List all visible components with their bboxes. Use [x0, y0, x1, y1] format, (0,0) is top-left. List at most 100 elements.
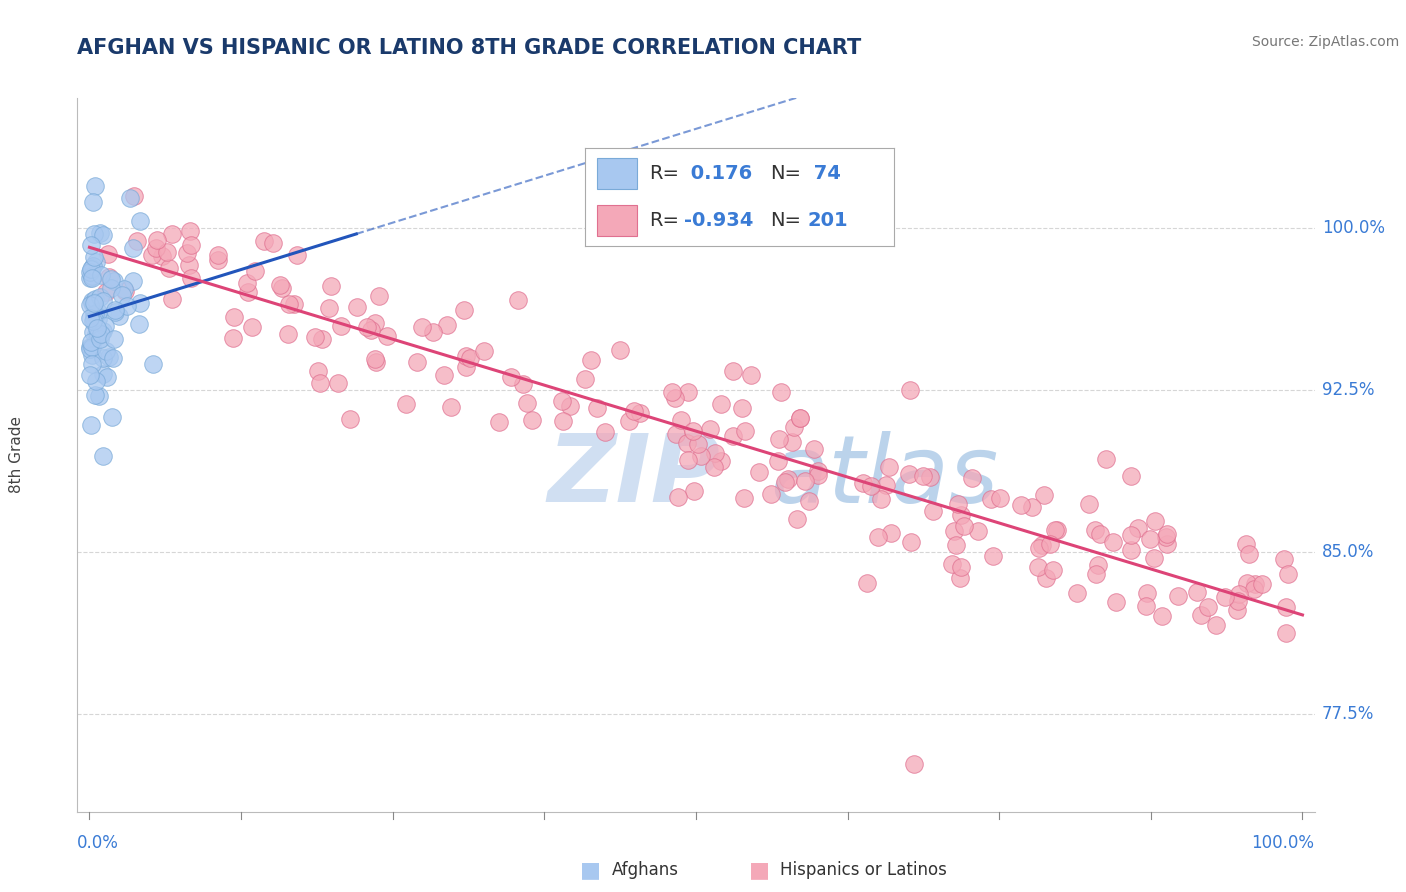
Point [1226, 603, 1249, 617]
Point [918, 470, 941, 484]
Point [339, 411, 361, 425]
Point [776, 472, 799, 486]
Point [1077, 497, 1099, 511]
Point [395, 397, 418, 411]
Point [124, 188, 146, 202]
Point [453, 302, 475, 317]
Point [699, 422, 721, 436]
Point [89, 290, 111, 304]
Point [1244, 577, 1267, 591]
Point [160, 227, 183, 241]
Point [852, 476, 875, 491]
Point [207, 253, 229, 268]
Point [880, 526, 903, 541]
Point [499, 369, 522, 384]
Point [1121, 469, 1143, 483]
Text: Afghans: Afghans [612, 861, 679, 879]
Point [731, 401, 754, 415]
Point [112, 282, 135, 296]
Point [115, 299, 138, 313]
Point [83, 251, 105, 265]
Point [84, 255, 107, 269]
Point [797, 494, 820, 508]
Point [710, 397, 733, 411]
Point [859, 478, 882, 492]
Point [278, 296, 301, 310]
Point [367, 289, 389, 303]
Point [988, 491, 1011, 505]
Point [80, 270, 103, 285]
Point [326, 376, 349, 391]
Point [676, 453, 699, 467]
Point [107, 309, 129, 323]
Point [866, 530, 889, 544]
Point [1239, 547, 1261, 561]
Text: 74: 74 [807, 164, 841, 183]
Point [83, 296, 105, 310]
Point [94, 285, 117, 300]
Point [1139, 532, 1161, 546]
Point [179, 258, 201, 272]
Point [89, 388, 111, 402]
Point [80, 261, 103, 276]
Point [101, 410, 124, 425]
Point [405, 355, 427, 369]
Point [271, 281, 294, 295]
Point [1045, 523, 1067, 537]
Point [433, 368, 456, 383]
Point [103, 332, 125, 346]
Point [82, 325, 104, 339]
Point [1135, 599, 1157, 613]
Point [97, 270, 120, 285]
Point [721, 429, 744, 443]
Text: Source: ZipAtlas.com: Source: ZipAtlas.com [1251, 35, 1399, 49]
Point [83, 312, 105, 326]
Point [1095, 452, 1118, 467]
Point [83, 307, 105, 321]
Text: 85.0%: 85.0% [1322, 543, 1374, 561]
Point [94, 318, 117, 333]
Point [551, 414, 574, 428]
Point [283, 297, 305, 311]
Point [128, 317, 150, 331]
Point [141, 248, 163, 262]
Point [574, 372, 596, 386]
Point [1035, 571, 1057, 585]
Point [103, 274, 125, 288]
Point [83, 227, 105, 242]
Point [676, 436, 699, 450]
Text: 92.5%: 92.5% [1322, 381, 1374, 399]
Point [91, 324, 114, 338]
Point [665, 427, 688, 442]
Point [304, 330, 326, 344]
Text: R=: R= [650, 211, 679, 230]
Point [666, 490, 689, 504]
Point [176, 246, 198, 260]
Point [1234, 536, 1257, 550]
Point [121, 274, 143, 288]
Point [1043, 523, 1066, 537]
Point [329, 319, 352, 334]
Point [236, 285, 259, 299]
Point [1028, 541, 1050, 556]
Point [595, 425, 617, 439]
Point [703, 459, 725, 474]
Point [100, 271, 122, 285]
Point [768, 454, 790, 468]
Point [180, 237, 202, 252]
Point [1039, 537, 1062, 551]
Point [1243, 582, 1265, 597]
Point [1136, 586, 1159, 600]
Point [114, 284, 136, 298]
Point [769, 385, 792, 400]
Point [363, 316, 385, 330]
Point [768, 432, 790, 446]
Point [422, 325, 444, 339]
Point [89, 226, 111, 240]
Point [79, 368, 101, 383]
Point [900, 534, 922, 549]
Point [86, 321, 108, 335]
Point [945, 538, 967, 552]
Point [912, 469, 935, 483]
Point [141, 357, 163, 371]
